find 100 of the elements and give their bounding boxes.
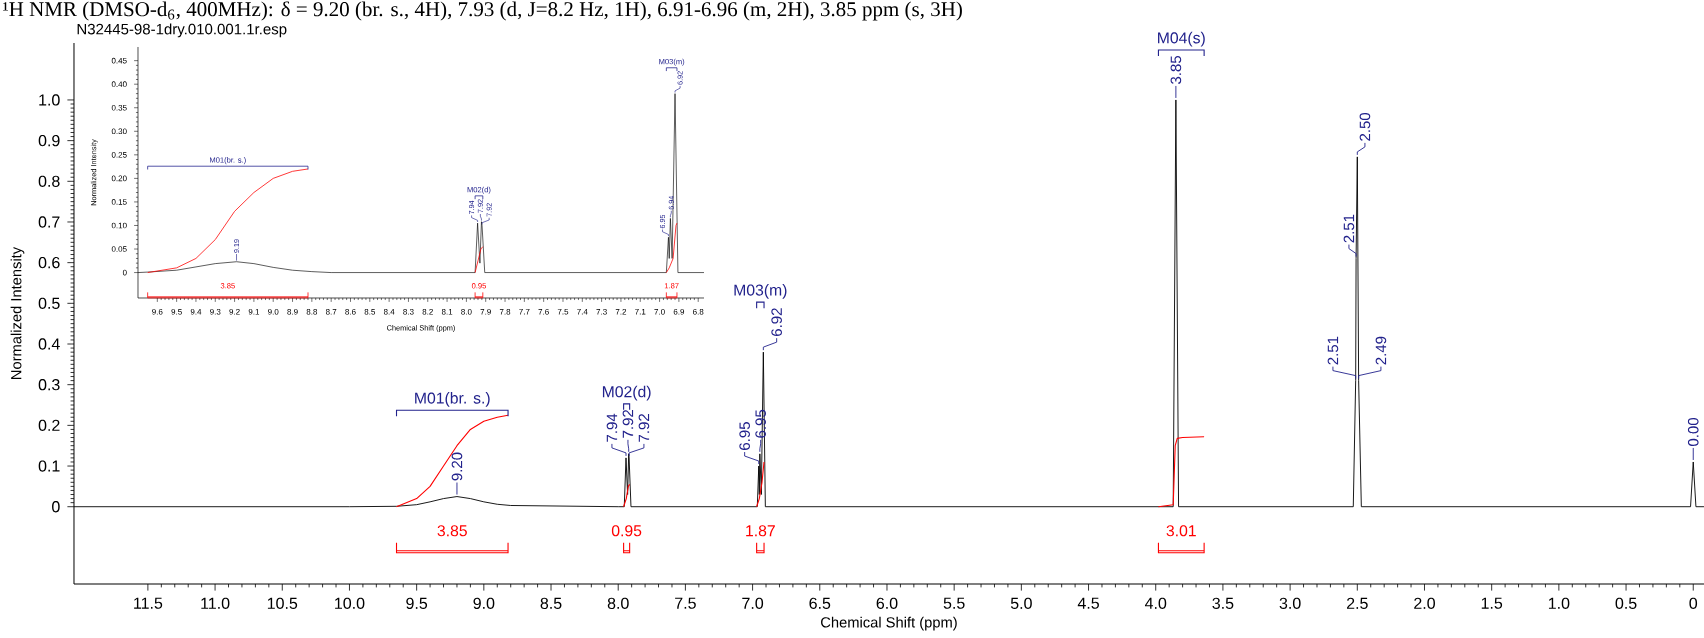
x-axis-title: Chemical Shift (ppm) <box>821 616 957 631</box>
annotation: 0.00 <box>1687 417 1699 446</box>
x-tick-label: 3.5 <box>1212 597 1234 609</box>
x-tick-label: 6.0 <box>876 597 898 609</box>
x-tick-label: 7.8 <box>499 308 511 315</box>
y-tick-label: 0 <box>122 269 127 276</box>
x-tick-label: 8.6 <box>345 308 356 315</box>
x-tick-label: 4.5 <box>1077 597 1099 609</box>
annotation: 3.85 <box>437 525 467 537</box>
y-tick-label: 0.20 <box>111 175 127 182</box>
y-tick-label: 0 <box>52 501 60 513</box>
x-tick-label: 8.5 <box>364 308 376 315</box>
x-tick-label: 7.1 <box>635 308 646 315</box>
x-tick-label: 7.7 <box>519 308 530 315</box>
y-tick-label: 0.15 <box>111 199 127 205</box>
chart-title: ¹H NMR (DMSO-d$_{6}$, 400MHz): δ = 9.20 (br. s., 4H), 7.93 (d, J=8.2 Hz, 1H), 6.91-6.96 (m, 2H), 3.85 ppm (s, 3H) <box>3 1 962 21</box>
x-tick-label: 10.0 <box>335 597 365 609</box>
y-tick-label: 0.45 <box>111 57 127 64</box>
annotation: 0.95 <box>611 525 642 537</box>
x-tick-label: 9.5 <box>406 597 428 609</box>
annotation: 2.50 <box>1359 112 1371 141</box>
x-tick-label: 8.0 <box>607 597 629 609</box>
x-tick-label: 0.5 <box>1615 597 1637 609</box>
y-tick-label: 0.6 <box>38 256 60 269</box>
y-tick-label: 0.4 <box>38 338 60 350</box>
x-tick-label: 8.3 <box>403 308 414 315</box>
x-tick-label: 9.6 <box>152 308 163 315</box>
x-tick-label: 9.3 <box>210 308 221 315</box>
x-tick-label: 7.9 <box>480 308 491 315</box>
x-tick-label: 10.5 <box>267 597 298 609</box>
annotation: 1.87 <box>746 525 775 537</box>
line-series <box>756 461 765 508</box>
y-tick-label: 0.3 <box>38 379 60 391</box>
x-tick-label: 8.0 <box>461 308 472 315</box>
x-tick-label: 11.5 <box>134 597 163 609</box>
x-tick-label: 4.0 <box>1144 597 1167 609</box>
line-series <box>665 222 678 273</box>
x-tick-label: 0 <box>1689 597 1698 609</box>
x-tick-label: 1.0 <box>1548 597 1570 609</box>
y-tick-label: 0.40 <box>111 81 127 88</box>
annotation: 2.49 <box>1375 336 1387 365</box>
x-tick-label: 8.4 <box>383 308 395 315</box>
annotation: 7.94 <box>606 413 618 442</box>
x-tick-label: 8.1 <box>441 308 453 315</box>
annotation: 6.92 <box>771 308 782 336</box>
annotation: 2.51 <box>1343 214 1355 243</box>
annotation: 3.01 <box>1166 525 1196 537</box>
annotation: 6.95 <box>755 409 766 438</box>
x-tick-label: 3.0 <box>1279 597 1301 609</box>
x-tick-label: 6.8 <box>693 308 704 315</box>
x-tick-label: 9.0 <box>473 597 495 609</box>
y-tick-label: 0.1 <box>38 460 60 472</box>
x-tick-label: 1.5 <box>1481 597 1503 609</box>
y-tick-label: 0.9 <box>38 134 60 147</box>
line-series <box>1157 436 1205 508</box>
x-tick-label: 2.0 <box>1414 597 1435 609</box>
annotation: 7.92 <box>638 414 650 442</box>
x-tick-label: 7.0 <box>742 597 764 609</box>
y-axis-title: Normalized Intensity <box>10 246 25 379</box>
y-tick-label: 0.35 <box>111 104 127 111</box>
x-tick-label: 8.9 <box>287 308 298 315</box>
chart-subtitle: N32445-98-1dry.010.001.1r.esp <box>77 23 287 38</box>
annotation: 6.95 <box>739 422 750 450</box>
annotation: 7.92 <box>622 409 634 438</box>
x-tick-label: 5.0 <box>1010 597 1032 609</box>
x-tick-label: 9.1 <box>248 308 260 315</box>
x-tick-label: 7.4 <box>577 308 588 315</box>
line-series <box>147 168 309 273</box>
x-tick-label: 7.0 <box>654 308 665 315</box>
y-tick-label: 0.05 <box>111 246 127 252</box>
annotation: M04(s) <box>1158 31 1205 47</box>
x-tick-label: 6.5 <box>809 597 831 609</box>
line-series <box>474 246 484 273</box>
x-tick-label: 7.5 <box>675 597 696 609</box>
x-tick-label: 9.2 <box>229 308 240 315</box>
x-tick-label: 7.2 <box>615 308 627 315</box>
annotation: 9.20 <box>451 452 463 481</box>
y-tick-label: 0.2 <box>38 419 60 432</box>
x-tick-label: 9.4 <box>190 308 202 315</box>
x-tick-label: 11.0 <box>201 597 230 609</box>
annotation: 2.51 <box>1327 336 1339 365</box>
x-tick-label: 8.5 <box>540 597 562 609</box>
annotation: M02(d) <box>602 385 651 401</box>
x-tick-label: 9.5 <box>171 308 182 315</box>
y-tick-label: 0.7 <box>38 216 60 228</box>
annotation: M03(m) <box>734 284 787 299</box>
x-tick-label: 9.0 <box>268 308 279 315</box>
x-tick-label: 5.5 <box>943 597 965 609</box>
x-tick-label: 8.7 <box>325 308 337 315</box>
x-tick-label: 8.2 <box>422 308 433 315</box>
annotation: 3.85 <box>1170 55 1182 84</box>
line-series <box>395 414 509 508</box>
y-tick-label: 0.10 <box>111 222 127 229</box>
y-tick-label: 0.25 <box>111 152 127 158</box>
x-tick-label: 7.5 <box>557 308 569 315</box>
annotation: M01(br. s.) <box>415 392 490 407</box>
x-tick-label: 2.5 <box>1346 597 1368 609</box>
x-tick-label: 6.9 <box>673 308 685 315</box>
x-tick-label: 7.3 <box>596 308 607 315</box>
x-tick-label: 7.6 <box>538 308 549 315</box>
